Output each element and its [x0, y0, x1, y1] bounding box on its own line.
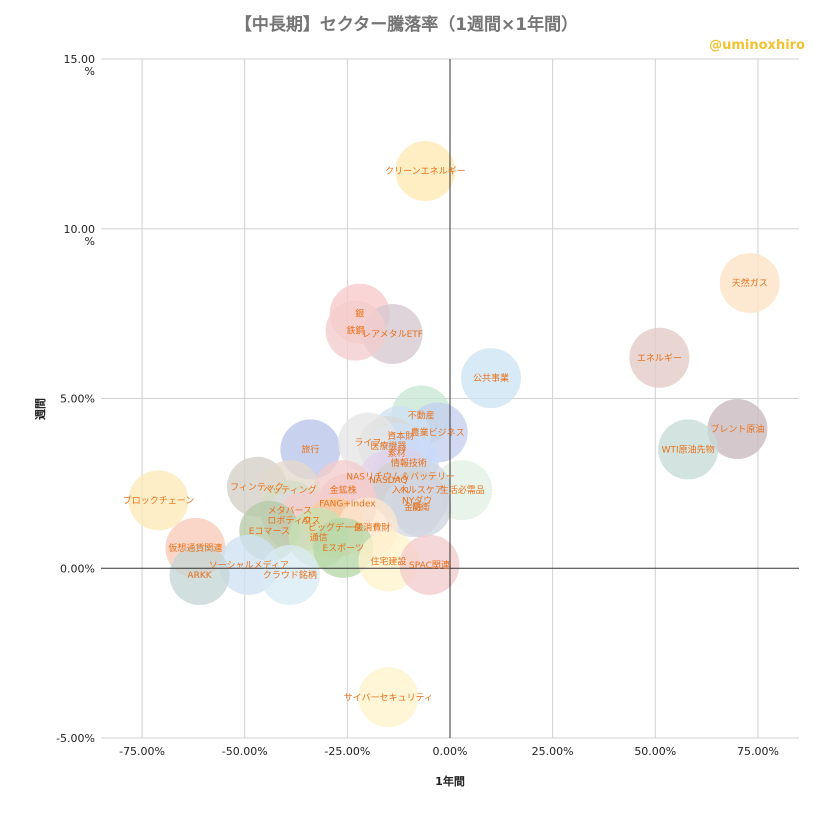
- data-point-label: 不動産: [408, 409, 435, 421]
- data-point-label: 一般消費財: [345, 522, 390, 534]
- data-point-bubble: [399, 534, 460, 595]
- data-point-label: レアメタルETF: [362, 329, 423, 340]
- data-point-bubble: [707, 399, 768, 460]
- data-point-label: ブレント原油: [710, 423, 764, 435]
- data-point-label: 天然ガス: [732, 277, 768, 289]
- data-point-bubble: [128, 470, 189, 531]
- data-point-label: ソーシャルメディア: [209, 559, 289, 571]
- y-tick-label: 0.00%: [60, 562, 95, 575]
- axes: -75.00% -50.00% -25.00% 0.00% 25.00% 50.00% 75…: [56, 53, 799, 758]
- data-point-label: 鉄鋼: [347, 325, 365, 337]
- data-point-label: NASDAQ: [369, 476, 407, 486]
- y-axis-title: 週間: [33, 398, 47, 420]
- data-point-label: FANG+index: [319, 500, 376, 510]
- data-point-label: NYダウ: [402, 494, 432, 506]
- data-point-label: メタバース: [268, 506, 313, 517]
- data-point-label: NASリチウム＆バッテリー: [346, 472, 455, 483]
- data-point-label: ブロックチェーン: [123, 494, 195, 506]
- x-tick-label: 25.00%: [532, 745, 574, 758]
- data-point-label: 資本財: [387, 430, 414, 442]
- data-point-bubble: [169, 545, 230, 606]
- watermark-handle: @uminoxhiro: [709, 38, 805, 53]
- data-point-label: 旅行: [301, 443, 319, 455]
- data-point-bubble: [358, 667, 419, 728]
- x-tick-label: -50.00%: [222, 745, 268, 758]
- data-point-label: 住宅建設: [370, 555, 406, 567]
- data-point-label: ベッティング: [263, 484, 316, 496]
- data-point-label: クリーンエネルギー: [385, 166, 466, 177]
- bubble-layer: [128, 141, 780, 728]
- data-point-label: 仮想通貨関連: [168, 542, 222, 554]
- data-point-label: エネルギー: [637, 353, 682, 364]
- data-point-label: ビッグデータ: [308, 522, 362, 534]
- data-point-bubble: [325, 300, 386, 361]
- x-tick-label: 50.00%: [634, 745, 676, 758]
- data-point-label: 防衛: [412, 501, 430, 513]
- x-axis-title: 1年間: [435, 774, 465, 788]
- point-labels: クリーンエネルギー天然ガス銀レアメタルETF鉄鋼エネルギー公共事業不動産ブレント…: [123, 166, 768, 703]
- data-point-label: ARKK: [187, 571, 212, 581]
- data-point-label: ロボティクス: [267, 516, 320, 527]
- data-point-bubble: [461, 348, 522, 409]
- x-tick-label: -25.00%: [324, 745, 370, 758]
- data-point-label: 農業ビジネス: [411, 426, 465, 438]
- x-tick-label: -75.00%: [119, 745, 165, 758]
- data-point-bubble: [313, 517, 374, 578]
- data-point-label: フィンテック: [230, 482, 284, 493]
- data-point-label: 金鉱株: [330, 484, 357, 496]
- data-point-label: 通信: [310, 532, 328, 544]
- data-point-label: AI: [302, 517, 311, 527]
- data-point-label: クラウド銘柄: [263, 569, 317, 581]
- data-point-bubble: [395, 141, 456, 202]
- data-point-bubble: [259, 545, 320, 606]
- data-point-label: 医療機器: [370, 440, 406, 452]
- data-point-label: SPAC関連: [409, 559, 450, 571]
- data-point-label: ライフ: [354, 438, 381, 449]
- data-point-bubble: [658, 419, 719, 480]
- data-point-label: 素材: [388, 447, 406, 459]
- data-point-label: Eスポーツ: [322, 543, 364, 554]
- data-point-bubble: [719, 253, 780, 314]
- data-point-label: 情報技術: [391, 457, 427, 469]
- data-point-bubble: [629, 327, 690, 388]
- y-tick-label: 5.00%: [60, 393, 95, 406]
- y-tick-label: %: [85, 235, 95, 248]
- chart-title: 【中長期】セクター騰落率（1週間×1年間）: [234, 15, 579, 35]
- y-tick-label: -5.00%: [56, 732, 95, 745]
- data-point-label: 入れ: [392, 485, 410, 496]
- y-tick-label: 10.00: [64, 223, 96, 236]
- data-point-label: WTI原油先物: [662, 443, 715, 455]
- data-point-label: 生活必需品: [440, 484, 485, 496]
- data-point-label: 銀: [355, 308, 364, 320]
- x-tick-label: 0.00%: [433, 745, 468, 758]
- y-tick-label: 15.00: [64, 53, 96, 66]
- x-tick-label: 75.00%: [737, 745, 779, 758]
- y-tick-label: %: [85, 65, 95, 78]
- data-point-label: 公共事業: [473, 372, 509, 384]
- data-point-label: ヘルスケア: [399, 485, 444, 496]
- data-point-label: サイバーセキュリティ: [344, 692, 433, 703]
- data-point-label: Eコマース: [249, 527, 290, 537]
- data-point-bubble: [391, 477, 452, 538]
- data-point-label: 金融: [404, 501, 422, 513]
